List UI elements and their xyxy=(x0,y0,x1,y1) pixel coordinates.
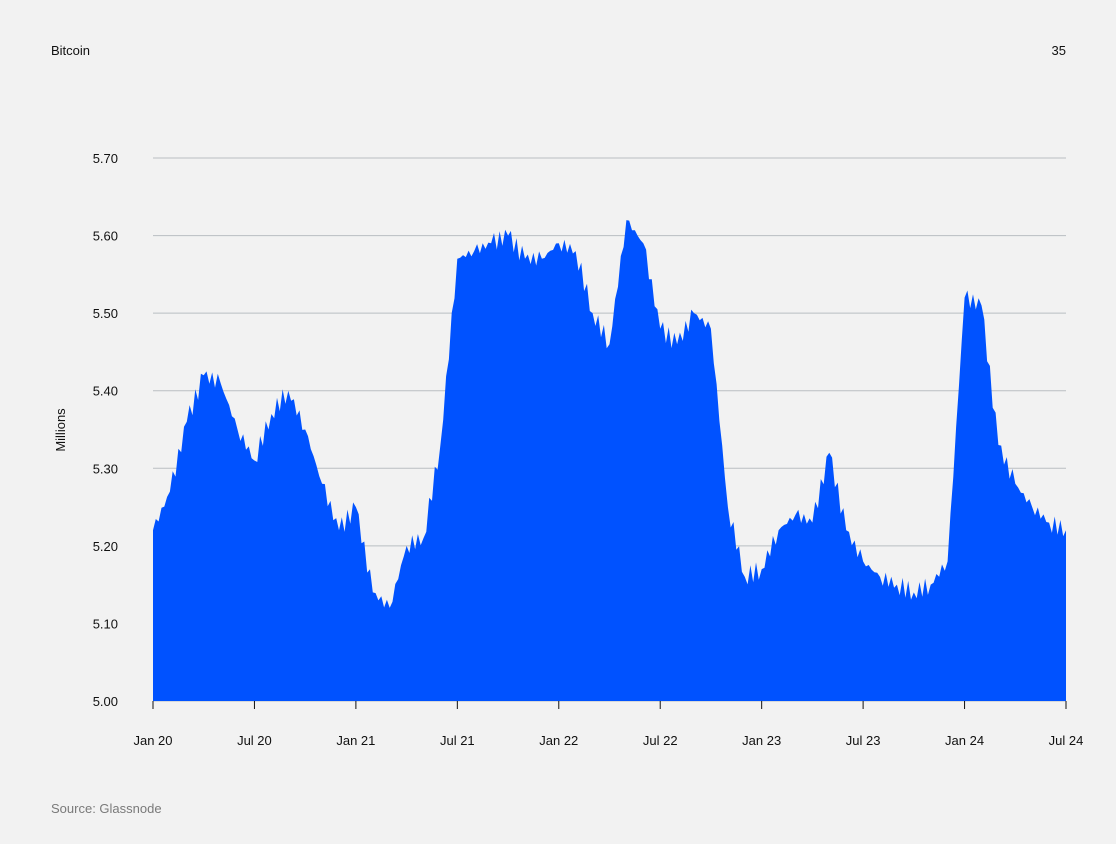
y-axis-ticks: 5.70 5.60 5.50 5.40 5.30 5.20 5.10 5.00 xyxy=(93,151,118,709)
y-axis-label: Millions xyxy=(53,408,68,452)
y-tick-label: 5.70 xyxy=(93,151,118,166)
y-tick-label: 5.40 xyxy=(93,384,118,399)
x-tick-label: Jul 21 xyxy=(440,733,475,748)
x-tick-label: Jan 20 xyxy=(133,733,172,748)
y-tick-label: 5.10 xyxy=(93,616,118,631)
report-title: Bitcoin xyxy=(51,43,91,58)
x-tick-label: Jul 20 xyxy=(237,733,272,748)
x-axis-ticks: Jan 20 Jul 20 Jan 21 Jul 21 Jan 22 Jul 22 Jan … xyxy=(133,701,1083,748)
y-tick-label: 5.30 xyxy=(93,461,118,476)
y-tick-label: 5.60 xyxy=(93,229,118,244)
x-tick-label: Jul 24 xyxy=(1049,733,1084,748)
y-tick-label: 5.20 xyxy=(93,539,118,554)
source-note: Source: Glassnode xyxy=(51,801,162,816)
x-tick-label: Jan 23 xyxy=(742,733,781,748)
x-tick-label: Jul 22 xyxy=(643,733,678,748)
page-number: 35 xyxy=(1051,43,1066,58)
y-tick-label: 5.00 xyxy=(93,694,118,709)
area-series xyxy=(153,220,1066,701)
x-tick-label: Jul 23 xyxy=(846,733,881,748)
x-tick-label: Jan 21 xyxy=(336,733,375,748)
x-tick-label: Jan 22 xyxy=(539,733,578,748)
x-tick-label: Jan 24 xyxy=(945,733,984,748)
y-tick-label: 5.50 xyxy=(93,306,118,321)
